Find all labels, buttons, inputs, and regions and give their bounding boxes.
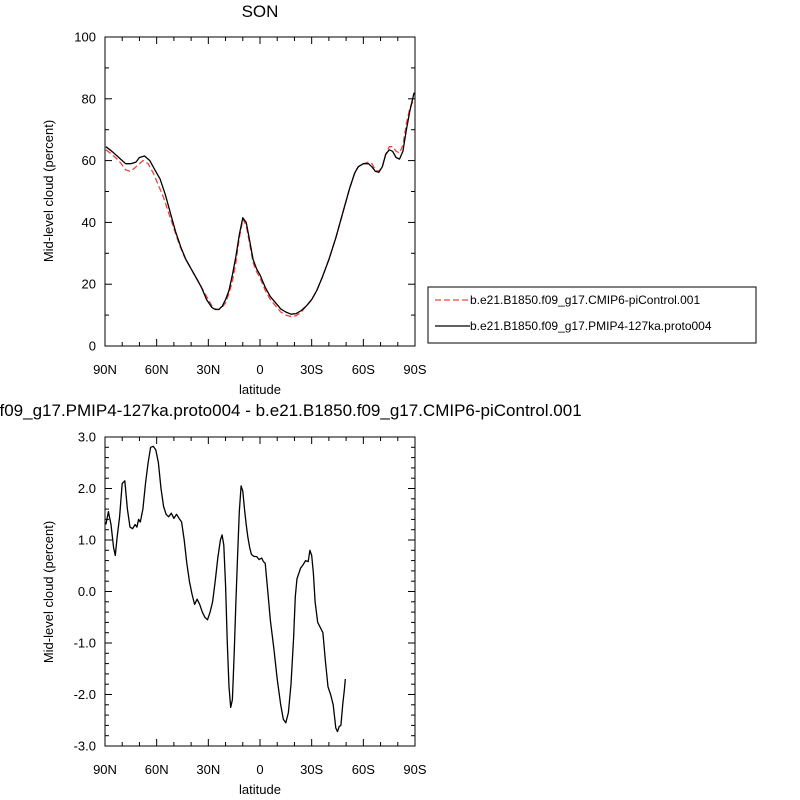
bottom-x-tick-label: 90S: [403, 762, 426, 777]
legend-box: [427, 286, 757, 344]
top-series-line-1: [105, 92, 415, 315]
bottom-plot-frame: [104, 436, 416, 747]
legend: b.e21.B1850.f09_g17.CMIP6-piControl.001 …: [427, 286, 757, 344]
top-panel: SON 90N 60N 30N 0 30S 60S 90S 0 20 40 60 80 100 lati…: [41, 2, 427, 397]
top-y-tick-label: 100: [74, 30, 96, 45]
top-series-group: [105, 92, 415, 318]
bottom-series-group: [105, 445, 346, 733]
top-axes: 90N 60N 30N 0 30S 60S 90S 0 20 40 60 80 100: [74, 30, 427, 378]
legend-label-picontrol: b.e21.B1850.f09_g17.CMIP6-piControl.001: [470, 293, 700, 307]
top-y-tick-label: 0: [89, 339, 96, 354]
bottom-chart-title: b.e21.B1850.f09_g17.PMIP4-127ka.proto004…: [0, 401, 582, 420]
bottom-y-tick-label: 0.0: [78, 584, 96, 599]
top-series-line-0: [105, 98, 415, 318]
bottom-y-axis-title: Mid-level cloud (percent): [41, 521, 56, 663]
top-x-tick-label: 90N: [93, 362, 117, 377]
top-x-tick-label: 30N: [196, 362, 220, 377]
bottom-y-tick-label: -2.0: [74, 687, 96, 702]
bottom-x-tick-label: 30N: [196, 762, 220, 777]
bottom-y-tick-label: 3.0: [78, 430, 96, 445]
bottom-x-tick-label: 60N: [145, 762, 169, 777]
bottom-x-axis-title: latitude: [239, 782, 281, 797]
bottom-series-line-0: [105, 445, 346, 733]
bottom-x-tick-label: 0: [256, 762, 263, 777]
top-y-tick-label: 20: [82, 277, 96, 292]
bottom-x-tick-label: 90N: [93, 762, 117, 777]
bottom-y-tick-label: 2.0: [78, 481, 96, 496]
bottom-y-tick-label: -1.0: [74, 636, 96, 651]
top-x-tick-label: 30S: [300, 362, 323, 377]
bottom-panel: b.e21.B1850.f09_g17.PMIP4-127ka.proto004…: [0, 401, 582, 797]
bottom-x-tick-label: 60S: [352, 762, 375, 777]
top-plot-frame: [104, 36, 416, 347]
top-y-tick-label: 40: [82, 215, 96, 230]
bottom-y-tick-label: -3.0: [74, 739, 96, 754]
top-x-tick-label: 0: [256, 362, 263, 377]
top-chart-title: SON: [242, 2, 279, 21]
bottom-x-tick-label: 30S: [300, 762, 323, 777]
top-y-axis-title: Mid-level cloud (percent): [41, 120, 56, 262]
top-x-tick-label: 60S: [352, 362, 375, 377]
top-y-tick-label: 80: [82, 91, 96, 106]
bottom-y-tick-label: 1.0: [78, 533, 96, 548]
top-y-tick-label: 60: [82, 153, 96, 168]
legend-label-pmip4: b.e21.B1850.f09_g17.PMIP4-127ka.proto004: [470, 319, 712, 333]
top-x-tick-label: 60N: [145, 362, 169, 377]
top-x-axis-title: latitude: [239, 382, 281, 397]
bottom-axes: 90N 60N 30N 0 30S 60S 90S -3.0 -2.0 -1.0 0.0 1.0 2.0…: [74, 430, 427, 778]
top-x-tick-label: 90S: [403, 362, 426, 377]
